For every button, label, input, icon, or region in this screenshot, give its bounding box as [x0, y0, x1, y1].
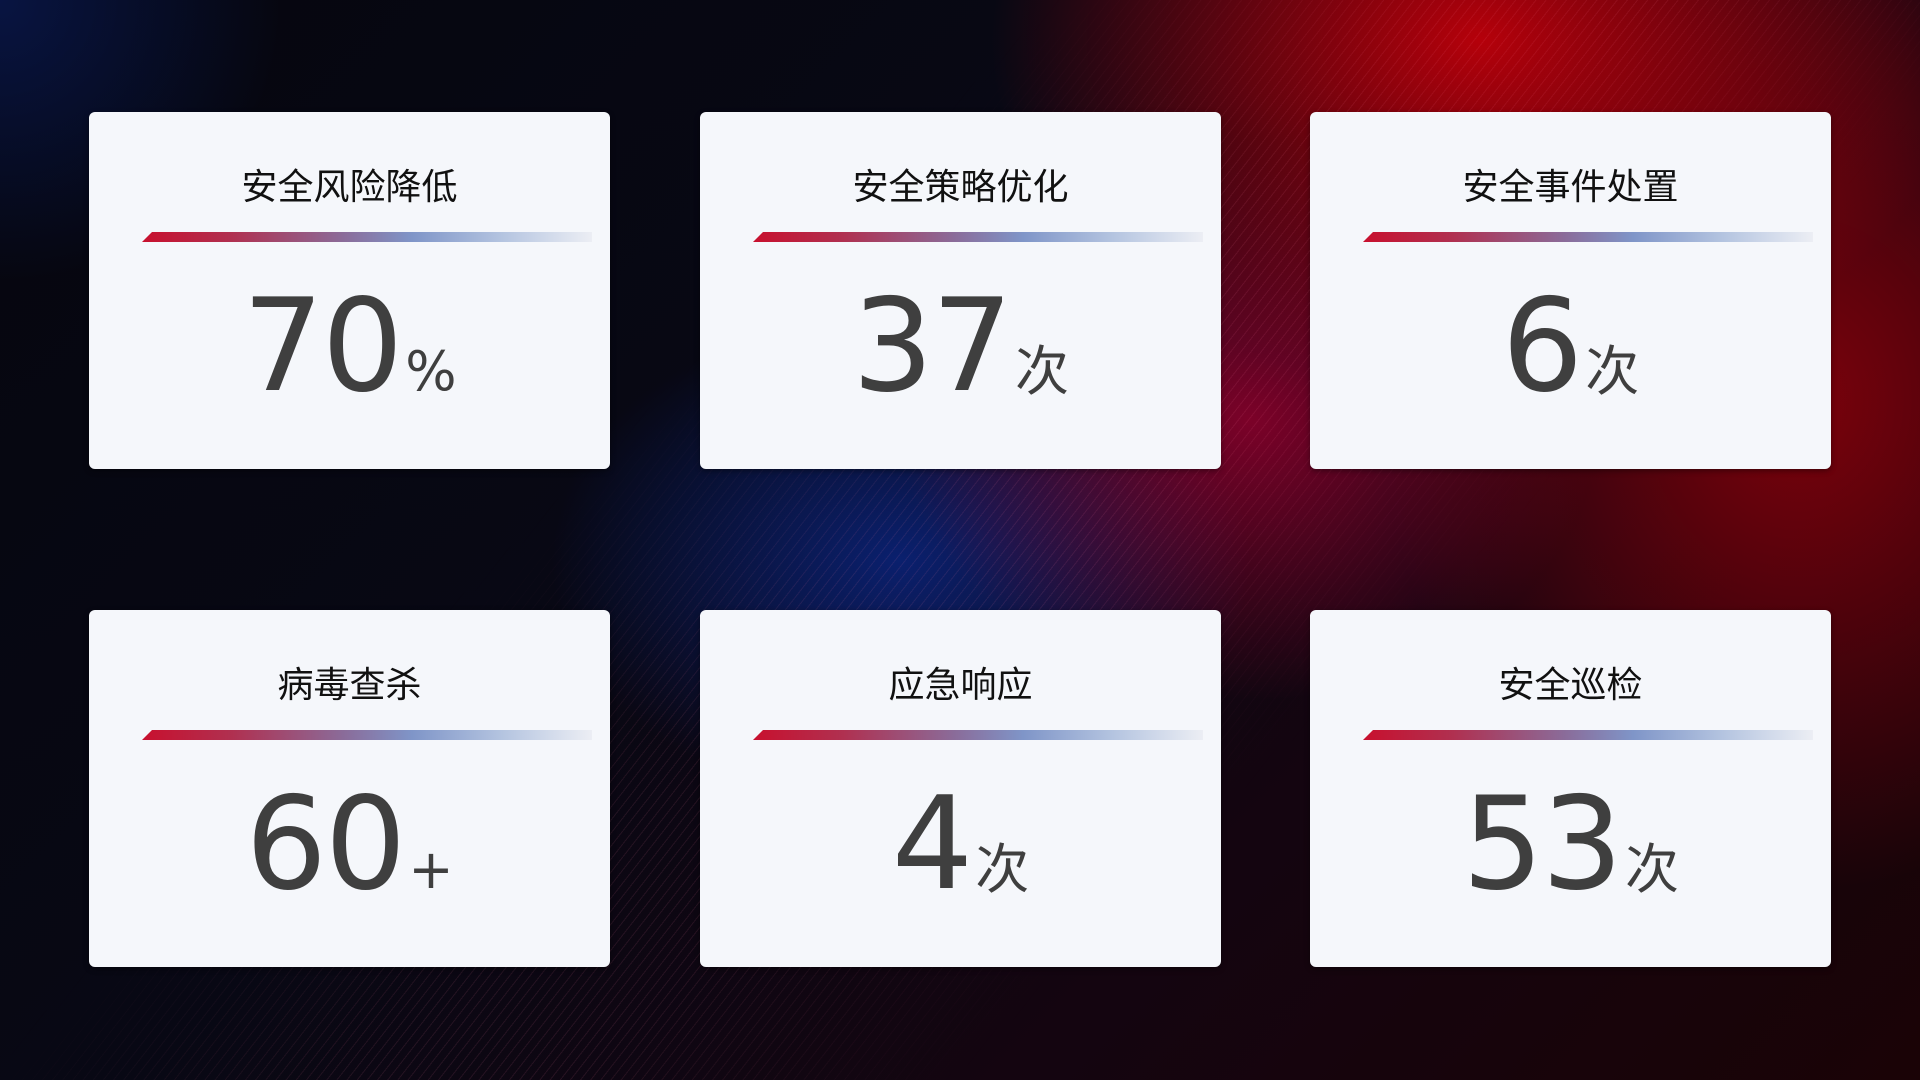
value-number: 60	[245, 770, 406, 919]
stat-card-incident-handling: 安全事件处置 6次	[1310, 112, 1831, 469]
card-value: 70%	[89, 272, 610, 421]
value-unit: +	[408, 838, 454, 901]
card-title: 安全事件处置	[1462, 167, 1679, 208]
stat-card-risk-reduction: 安全风险降低 70%	[89, 112, 610, 469]
gradient-divider	[1363, 232, 1813, 242]
value-unit: 次	[1585, 340, 1640, 403]
stat-card-virus-removal: 病毒查杀 60+	[89, 610, 610, 967]
gradient-divider	[1363, 730, 1813, 740]
stat-card-emergency-response: 应急响应 4次	[700, 610, 1221, 967]
value-unit: 次	[1014, 340, 1069, 403]
gradient-divider	[753, 232, 1203, 242]
card-title: 安全策略优化	[852, 167, 1069, 208]
stat-card-policy-optimization: 安全策略优化 37次	[700, 112, 1221, 469]
card-title: 安全巡检	[1498, 665, 1643, 706]
value-number: 6	[1501, 272, 1583, 421]
value-number: 70	[242, 272, 403, 421]
card-value: 60+	[89, 770, 610, 919]
card-value: 6次	[1310, 272, 1831, 421]
value-unit: 次	[975, 838, 1030, 901]
value-number: 37	[852, 272, 1013, 421]
card-value: 53次	[1310, 770, 1831, 919]
stat-card-security-inspection: 安全巡检 53次	[1310, 610, 1831, 967]
card-value: 4次	[700, 770, 1221, 919]
card-title: 应急响应	[888, 665, 1033, 706]
value-number: 4	[891, 770, 973, 919]
card-title: 病毒查杀	[277, 665, 422, 706]
card-value: 37次	[700, 272, 1221, 421]
card-title: 安全风险降低	[241, 167, 458, 208]
value-unit: 次	[1624, 838, 1679, 901]
gradient-divider	[753, 730, 1203, 740]
gradient-divider	[142, 730, 592, 740]
gradient-divider	[142, 232, 592, 242]
value-unit: %	[405, 340, 457, 403]
value-number: 53	[1462, 770, 1623, 919]
